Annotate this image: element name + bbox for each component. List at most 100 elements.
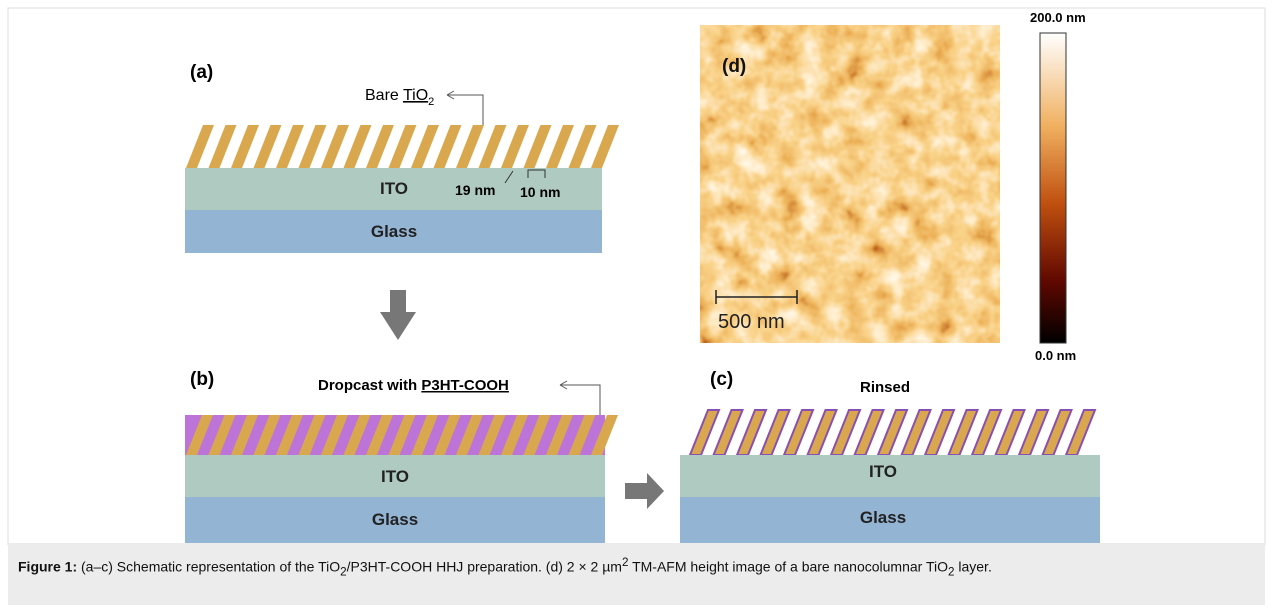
dimension: 19 nm (455, 182, 495, 198)
scale-bar (715, 290, 798, 304)
nanocolumn (298, 125, 327, 168)
nanocolumn (970, 409, 1003, 456)
callout: Bare TiO2 (365, 87, 434, 108)
colorbar (1039, 32, 1067, 344)
nanocolumn (186, 125, 214, 168)
caption-text: 2 (621, 556, 629, 569)
caption-text: layer. (954, 558, 992, 575)
dimension-marks (504, 169, 546, 184)
caption-text: /P3HT-COOH HHJ preparation. (d) 2 × 2 µm (346, 558, 622, 575)
panel-label: (b) (190, 369, 214, 390)
dimension: 10 nm (520, 184, 560, 200)
nanocolumn (388, 415, 416, 455)
nanocolumn (1064, 409, 1097, 456)
nanocolumn (712, 409, 744, 456)
glass-layer (185, 497, 605, 545)
colorbar-min: 0.0 nm (1035, 348, 1076, 363)
nanocolumn (321, 415, 348, 455)
panel-label: (a) (190, 62, 213, 83)
caption-text: TM-AFM height image of a bare nanocolumn… (628, 558, 948, 575)
glass-layer (680, 497, 1100, 545)
callout-arrow (446, 90, 484, 125)
nanocolumn (546, 125, 574, 168)
glass-layer (185, 210, 602, 253)
nanocolumn (433, 125, 462, 168)
nanocolumn (523, 415, 551, 455)
nanocolumns (688, 409, 1097, 456)
caption-text: 2 (948, 565, 955, 579)
callout: Rinsed (860, 379, 910, 396)
nanocolumn (456, 125, 484, 168)
nanocolumn (231, 125, 259, 168)
nanocolumn (829, 409, 862, 456)
nanocolumn (411, 415, 438, 455)
caption-text: 2 (340, 565, 347, 579)
ito-layer (185, 168, 602, 210)
nanocolumn (276, 415, 303, 455)
figure: (a) Bare TiO2 ITO Glass 19 nm 10 nm (b) … (7, 7, 1266, 545)
layer-label: ITO (869, 462, 897, 481)
nanocolumn (186, 415, 213, 455)
nanocolumn (343, 415, 371, 455)
nanocolumn (298, 415, 326, 455)
caption: Figure 1: (a–c) Schematic representation… (8, 543, 1265, 605)
nanocolumn (501, 125, 529, 168)
nanocolumn (568, 415, 596, 455)
nanocolumn (388, 125, 417, 168)
down-arrow (380, 290, 416, 340)
nanocolumn (853, 409, 885, 456)
panel-label: (c) (710, 369, 733, 390)
scale-bar-label: 500 nm (718, 311, 785, 333)
nanocolumn (253, 415, 281, 455)
nanocolumn (735, 409, 768, 456)
nanocolumn (923, 409, 956, 456)
nanocolumn (947, 409, 979, 456)
nanocolumn (208, 125, 237, 168)
nanocolumn (759, 409, 791, 456)
nanocolumn (501, 415, 528, 455)
ito-layer (680, 455, 1100, 497)
nanocolumn (366, 415, 393, 455)
nanocolumn (994, 409, 1026, 456)
nanocolumn (1041, 409, 1073, 456)
right-arrow (625, 473, 664, 509)
caption-text: (a–c) Schematic representation of the Ti… (77, 558, 341, 575)
nanocolumn (900, 409, 932, 456)
nanocolumn (456, 415, 483, 455)
colorbar-max: 200.0 nm (1030, 10, 1086, 25)
nanocolumn (782, 409, 815, 456)
nanocolumn (478, 125, 507, 168)
nanocolumn (568, 125, 597, 168)
nanocolumn (321, 125, 349, 168)
nanocolumn (806, 409, 838, 456)
layer-label: Glass (372, 510, 418, 529)
nanocolumn (433, 415, 461, 455)
nanocolumn (546, 415, 573, 455)
nanocolumn (253, 125, 282, 168)
caption-label: Figure 1: (18, 558, 78, 575)
nanocolumn (366, 125, 394, 168)
ito-layer (185, 455, 605, 497)
nanocolumn (411, 125, 439, 168)
nanocolumns (186, 125, 619, 168)
layer-label: Glass (371, 222, 417, 241)
layer-label: ITO (381, 467, 409, 486)
nanocolumn (688, 409, 721, 456)
callout-arrow (559, 380, 601, 415)
frame (7, 7, 1266, 545)
afm-image (700, 25, 1000, 343)
nanocolumn (591, 125, 619, 168)
nanocolumns (186, 415, 618, 455)
nanocolumn (523, 125, 552, 168)
nanocolumn (343, 125, 372, 168)
layer-label: ITO (380, 179, 408, 198)
panel-label: (d) (722, 56, 746, 77)
nanocolumn (1017, 409, 1050, 456)
nanocolumn (208, 415, 236, 455)
nanocolumn (478, 415, 506, 455)
nanocolumn (876, 409, 909, 456)
nanocolumn (231, 415, 258, 455)
callout: Dropcast with P3HT-COOH (318, 377, 509, 394)
nanocolumn (276, 125, 304, 168)
